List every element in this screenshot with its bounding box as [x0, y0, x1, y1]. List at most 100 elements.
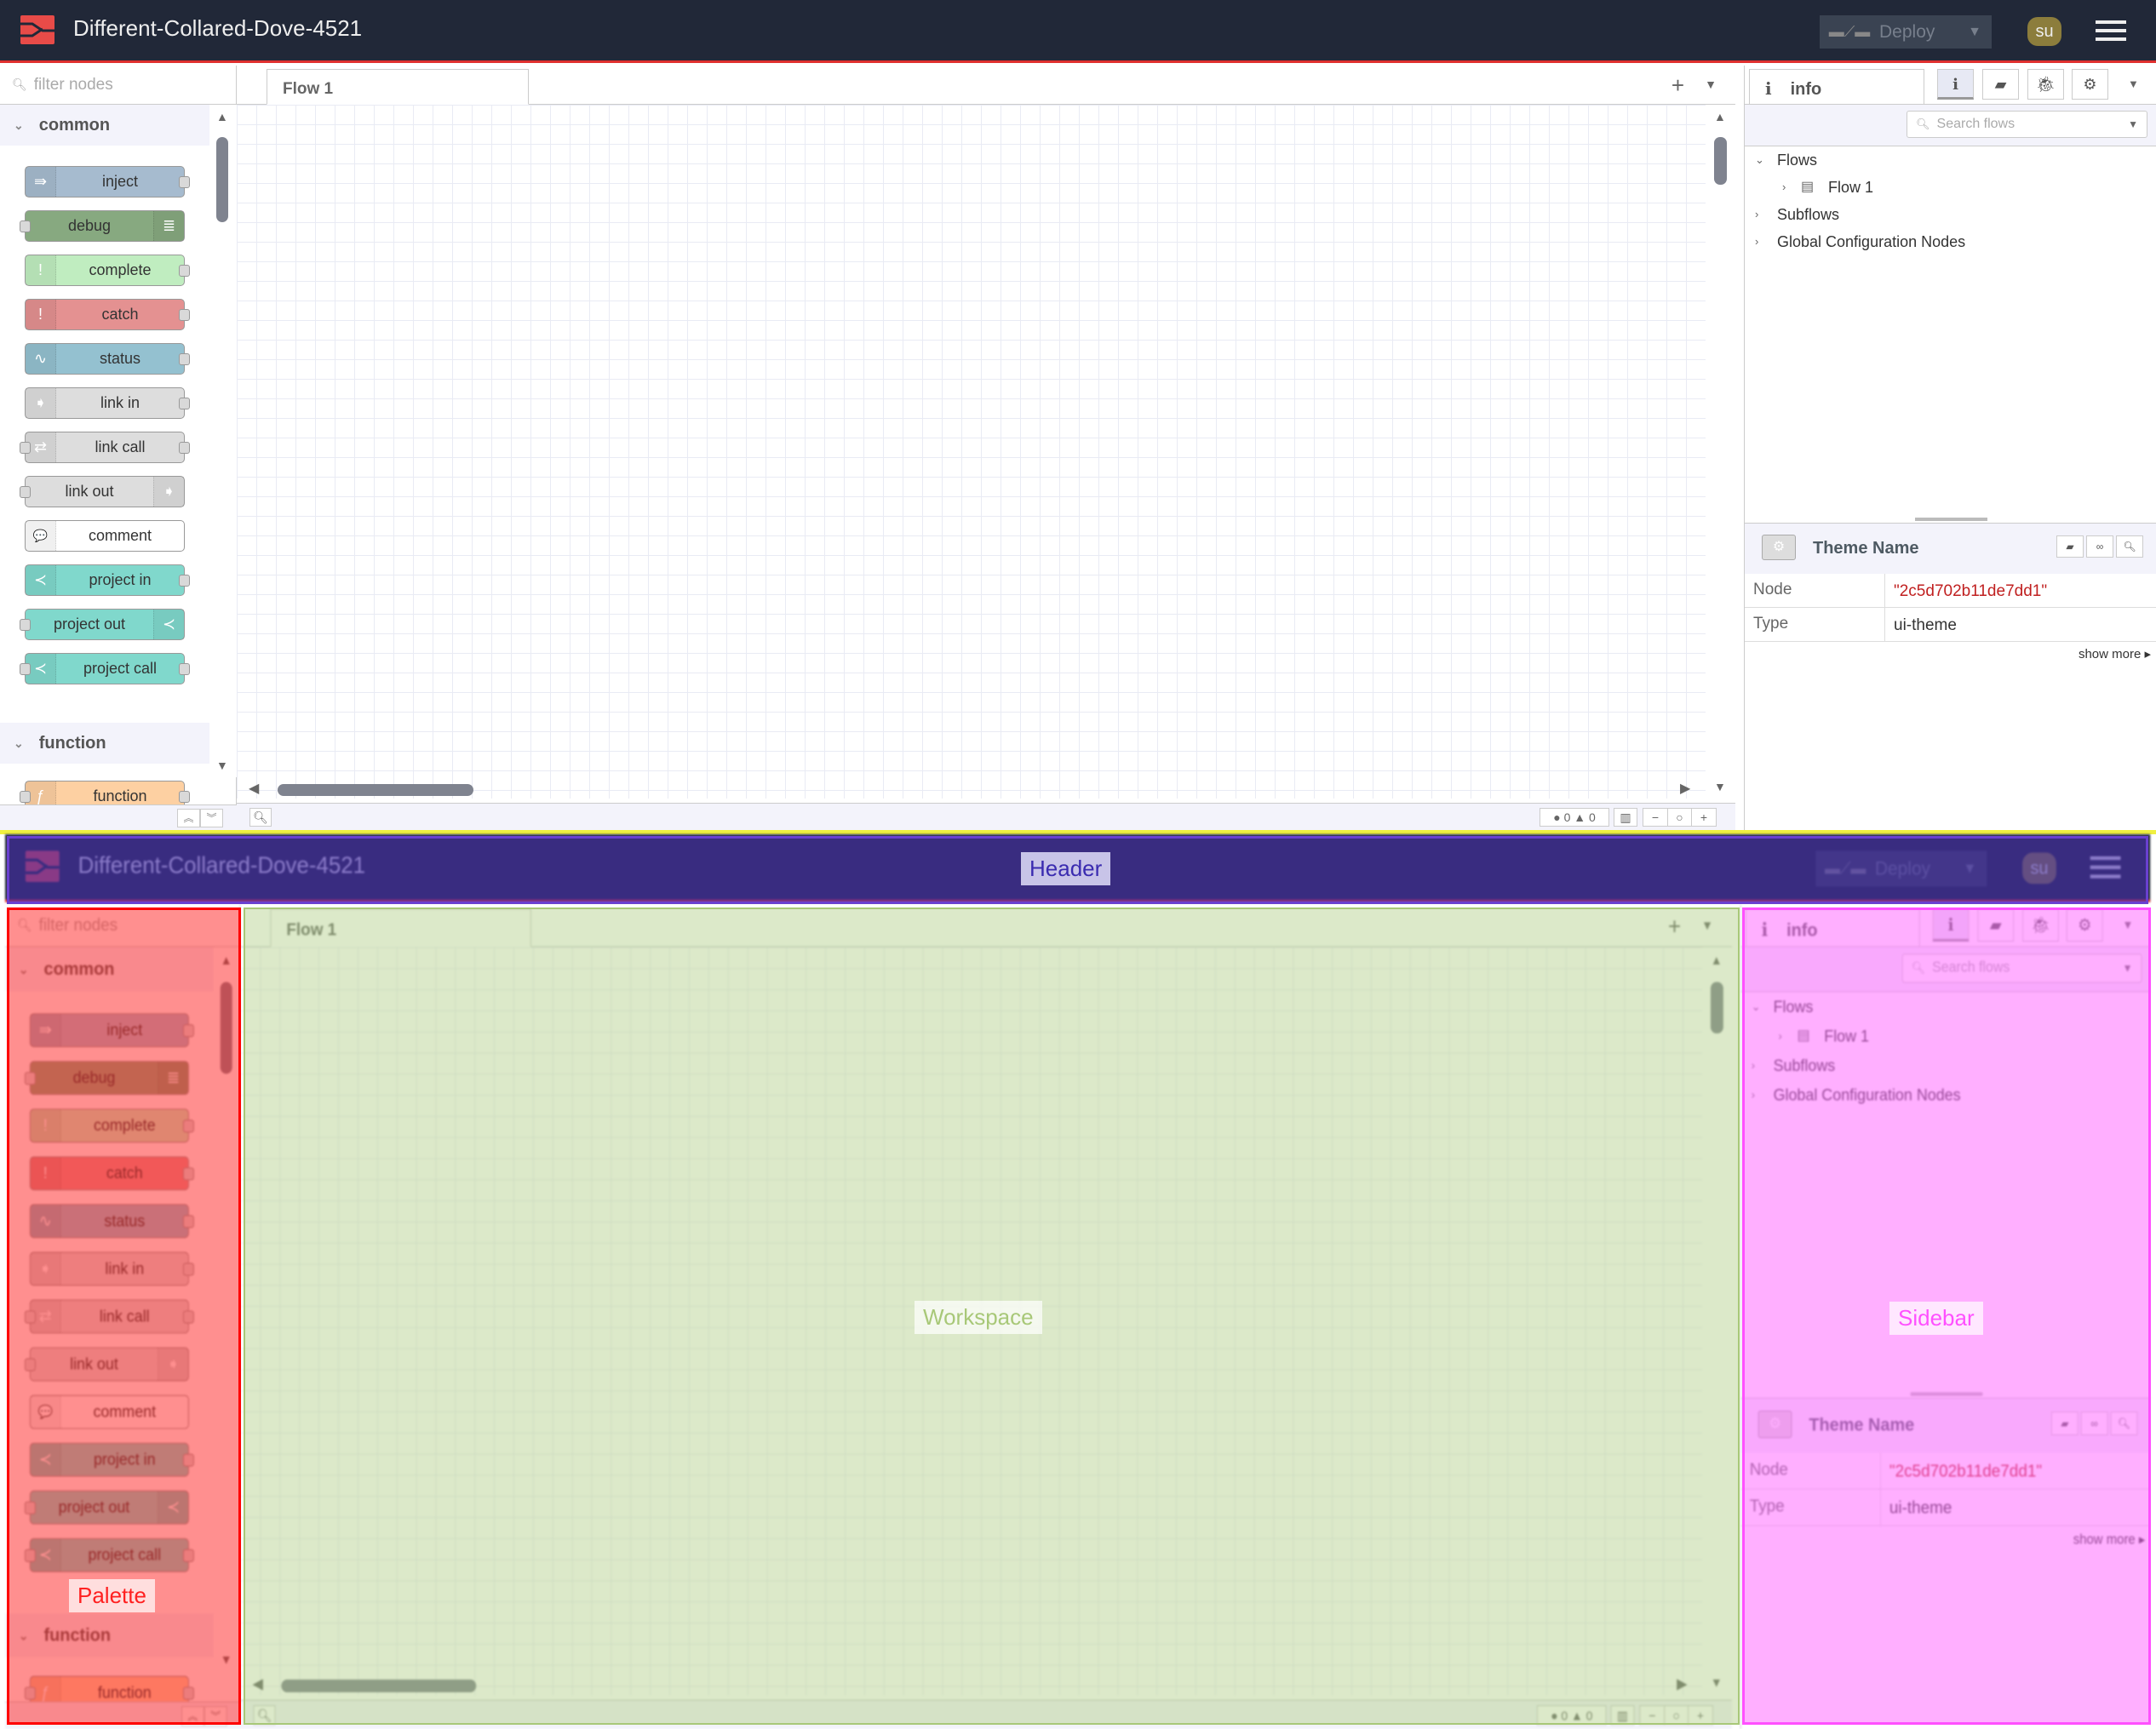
zoom-out-icon[interactable]: − [1643, 808, 1668, 827]
add-flow-icon[interactable]: + [1671, 72, 1684, 98]
divider [1745, 104, 2156, 105]
output-port[interactable] [179, 663, 190, 675]
tree-item-global-config[interactable]: › Global Configuration Nodes [1745, 228, 2156, 255]
show-more-link[interactable]: show more ▸ [2078, 647, 2151, 661]
input-port[interactable] [20, 791, 31, 803]
palette-node-complete[interactable]: ! complete [25, 255, 190, 286]
palette-filter-input[interactable]: 🔍︎ filter nodes [0, 66, 236, 105]
search-icon[interactable]: 🔍︎ [253, 1705, 276, 1726]
palette-scrollbar[interactable]: ▲ ▼ [209, 105, 237, 777]
node-label: link call [95, 438, 146, 455]
deploy-button[interactable]: ▬⟋▬ Deploy ▼ [1820, 15, 1992, 49]
help-tab-button[interactable]: ▰ [1982, 69, 2019, 100]
chevron-down-icon[interactable]: ▼ [2128, 118, 2138, 130]
palette-node-link-in[interactable]: ➧ link in [25, 387, 190, 419]
palette-node-project-in[interactable]: ≺ project in [25, 564, 190, 596]
tree-item-subflows[interactable]: › Subflows [1745, 201, 2156, 228]
input-port[interactable] [20, 619, 31, 631]
scroll-right-icon[interactable]: ▶ [1680, 781, 1691, 796]
scrollbar-thumb[interactable] [1710, 982, 1723, 1033]
scroll-down-icon[interactable]: ▼ [1714, 780, 1726, 793]
expand-all-icon[interactable]: ︾ [200, 809, 223, 827]
node-label: project in [89, 571, 152, 588]
palette-node-link-out[interactable]: link out ➧ [20, 476, 185, 507]
scrollbar-thumb[interactable] [1714, 137, 1727, 185]
config-tab-button[interactable]: ⚙ [2072, 69, 2108, 100]
flow-list-chevron-icon[interactable]: ▼ [1701, 918, 1713, 933]
workspace-canvas[interactable] [237, 105, 1706, 799]
zoom-reset-icon[interactable]: ○ [1667, 808, 1692, 827]
scroll-right-icon[interactable]: ▶ [1677, 1676, 1688, 1692]
output-port[interactable] [179, 309, 190, 321]
book-icon[interactable]: ▰ [2056, 535, 2084, 558]
output-port[interactable] [179, 575, 190, 587]
tab-flow-1[interactable]: Flow 1 [267, 69, 529, 105]
debug-tab-button[interactable]: 🐞︎ [2027, 69, 2064, 100]
output-port[interactable] [179, 265, 190, 277]
workspace-region-overlay: Workspace [244, 907, 1740, 1725]
scrollbar-thumb[interactable] [216, 137, 228, 222]
scroll-up-icon[interactable]: ▲ [216, 110, 228, 123]
output-port[interactable] [179, 353, 190, 365]
scroll-down-icon[interactable]: ▼ [216, 759, 228, 772]
search-flows-input[interactable]: 🔍︎ Search flows ▼ [1907, 111, 2147, 138]
tab-flow-1[interactable]: Flow 1 [270, 908, 531, 948]
tree-item-flows[interactable]: ⌄ Flows [1745, 146, 2156, 174]
tree-item-flow-1[interactable]: › ▤ Flow 1 [1745, 174, 2156, 201]
palette-node-project-call[interactable]: ≺ project call [20, 653, 190, 684]
node-info-header: ⚙ Theme Name ▰ ∞ 🔍︎ [1745, 523, 2156, 574]
scrollbar-thumb[interactable] [281, 1679, 477, 1692]
divider [0, 830, 2156, 834]
search-icon[interactable]: 🔍︎ [249, 808, 272, 827]
palette-node-link-call[interactable]: ⇄ link call [20, 432, 190, 463]
scroll-down-icon[interactable]: ▼ [1710, 1675, 1723, 1690]
input-port[interactable] [20, 220, 31, 232]
palette-node-project-out[interactable]: project out ≺ [20, 609, 185, 640]
palette-node-debug[interactable]: debug ≣ [20, 210, 185, 242]
sidebar-splitter-handle[interactable] [1915, 518, 1987, 521]
palette-category-common[interactable]: ⌄ common [0, 105, 209, 146]
map-icon[interactable]: ▥ [1610, 1705, 1635, 1726]
scroll-up-icon[interactable]: ▲ [1714, 110, 1726, 123]
region-label: Workspace [915, 1301, 1042, 1334]
palette-node-inject[interactable]: ⇛ inject [25, 166, 190, 198]
category-label: function [38, 733, 106, 753]
map-icon[interactable]: ▥ [1614, 808, 1637, 827]
palette-node-catch[interactable]: ! catch [25, 299, 190, 330]
zoom-in-icon[interactable]: + [1688, 1705, 1713, 1726]
input-port[interactable] [20, 442, 31, 454]
workspace-vertical-scrollbar[interactable]: ▲ ▼ [1706, 105, 1735, 799]
output-port[interactable] [179, 442, 190, 454]
scrollbar-thumb[interactable] [278, 784, 473, 796]
deploy-label: Deploy [1879, 21, 1935, 42]
deploy-dropdown-chevron-icon[interactable]: ▼ [1968, 24, 1981, 39]
info-tab-button[interactable]: i [1937, 69, 1974, 100]
output-port[interactable] [179, 176, 190, 188]
scroll-up-icon[interactable]: ▲ [1710, 953, 1723, 968]
notification-counts[interactable]: ● 0 ▲ 0 [1540, 808, 1609, 827]
sidebar-menu-chevron-icon[interactable]: ▼ [2128, 77, 2139, 90]
collapse-all-icon[interactable]: ︽ [177, 809, 200, 827]
user-avatar[interactable]: su [2027, 17, 2061, 46]
hamburger-menu-icon[interactable] [2096, 20, 2126, 41]
input-port[interactable] [20, 486, 31, 498]
palette-node-comment[interactable]: 💬 comment [25, 520, 185, 552]
link-icon[interactable]: ∞ [2086, 535, 2113, 558]
search-icon[interactable]: 🔍︎ [2116, 535, 2143, 558]
workspace-canvas[interactable] [240, 947, 1702, 1696]
palette-category-function[interactable]: ⌄ function [0, 723, 209, 764]
scroll-left-icon[interactable]: ◀ [249, 781, 260, 796]
output-port[interactable] [179, 398, 190, 409]
palette-node-status[interactable]: ∿ status [25, 343, 190, 375]
scroll-left-icon[interactable]: ◀ [252, 1676, 263, 1692]
zoom-in-icon[interactable]: + [1691, 808, 1717, 827]
add-flow-icon[interactable]: + [1667, 912, 1682, 940]
input-port[interactable] [20, 663, 31, 675]
output-port[interactable] [179, 791, 190, 803]
filter-placeholder: filter nodes [33, 75, 113, 94]
notification-counts[interactable]: ● 0 ▲ 0 [1536, 1705, 1607, 1726]
palette-region-overlay: Palette [7, 907, 241, 1725]
workspace-vertical-scrollbar[interactable]: ▲ ▼ [1701, 947, 1732, 1696]
flow-list-chevron-icon[interactable]: ▼ [1705, 77, 1717, 91]
